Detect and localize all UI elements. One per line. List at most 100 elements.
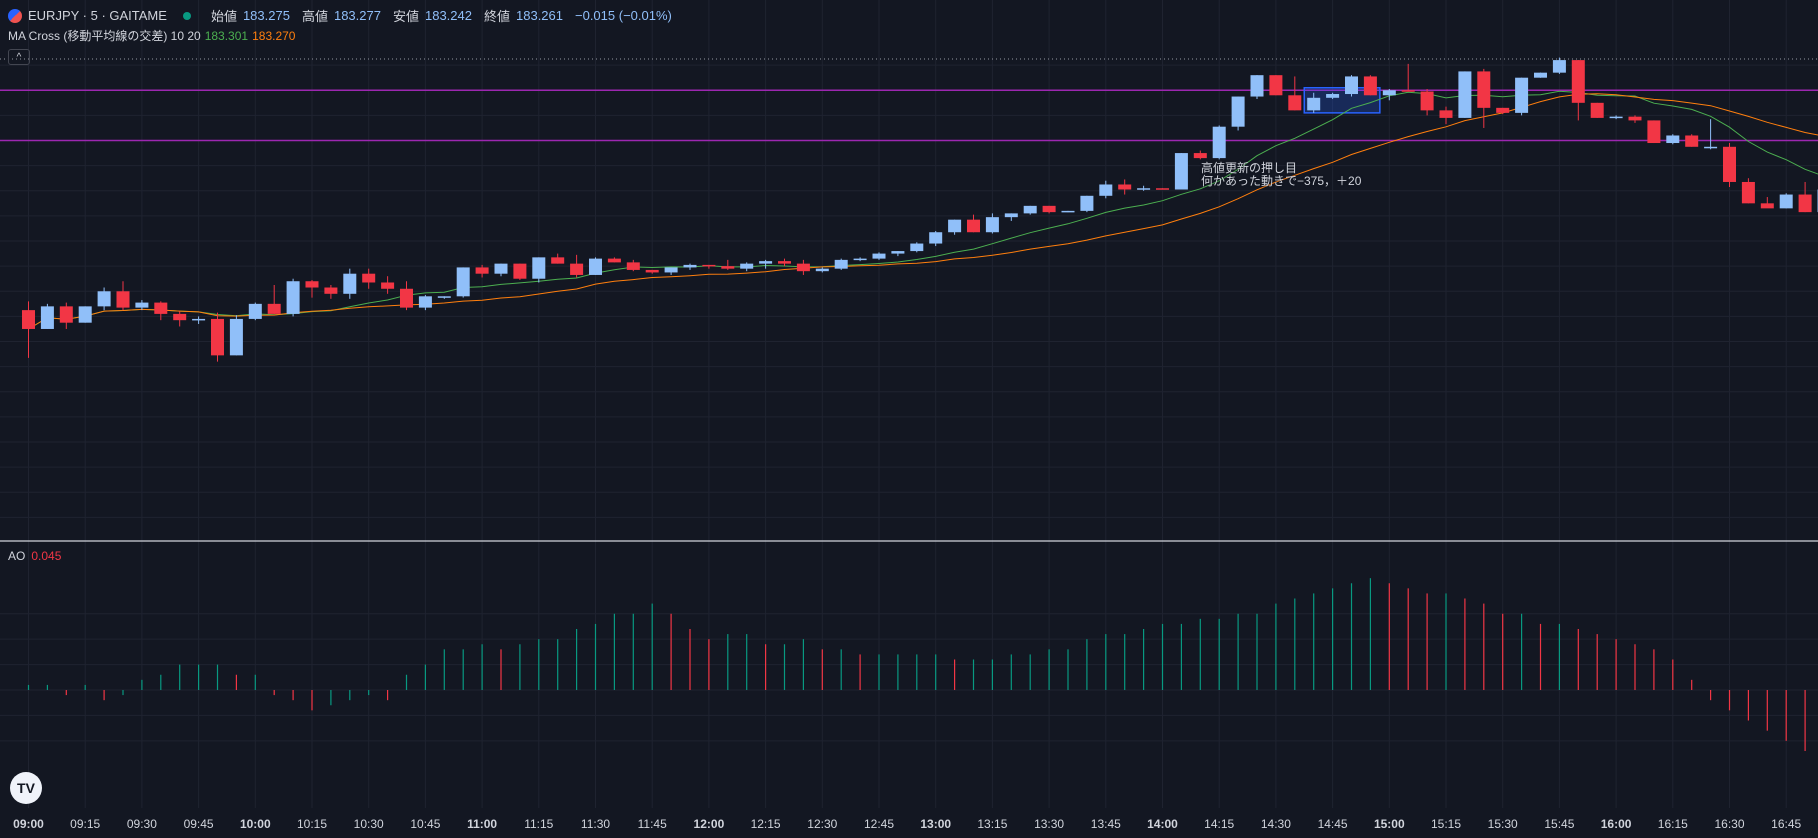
candle-body xyxy=(513,263,527,279)
candle-body xyxy=(985,217,999,233)
candle-body xyxy=(418,296,432,308)
candle-body xyxy=(1552,60,1566,73)
candle-body xyxy=(1685,135,1699,147)
candle-body xyxy=(1496,107,1510,113)
candle-body xyxy=(1760,203,1774,209)
time-axis-label: 15:15 xyxy=(1431,817,1461,831)
symbol-title[interactable]: EURJPY · 5 · GAITAME xyxy=(28,8,167,23)
candle-body xyxy=(1307,97,1321,111)
candle-body xyxy=(1741,181,1755,204)
ao-legend[interactable]: AO 0.045 xyxy=(8,549,61,563)
candle-body xyxy=(929,232,943,244)
ma-fast-value: 183.301 xyxy=(204,29,249,43)
candle-body xyxy=(1345,76,1358,95)
time-axis-label: 15:45 xyxy=(1544,817,1574,831)
candle-body xyxy=(570,263,584,275)
candle-body xyxy=(607,258,621,263)
candle-body xyxy=(778,261,791,264)
candle-body xyxy=(1609,116,1623,119)
time-axis-label: 12:30 xyxy=(807,817,837,831)
candle-body xyxy=(853,258,867,261)
symbol-header: EURJPY · 5 · GAITAME 始値 183.275 高値 183.277… xyxy=(8,6,672,25)
ao-name: AO xyxy=(8,549,26,563)
candle-body xyxy=(702,264,716,267)
candle-body xyxy=(1080,195,1094,211)
time-axis-label: 11:15 xyxy=(524,817,553,831)
time-axis-label: 11:45 xyxy=(638,817,667,831)
time-axis-label: 14:15 xyxy=(1204,817,1234,831)
time-axis-label: 16:30 xyxy=(1714,817,1744,831)
time-axis-label: 13:30 xyxy=(1034,817,1064,831)
time-axis-label: 12:45 xyxy=(864,817,894,831)
candle-body xyxy=(1723,146,1736,182)
candle-body xyxy=(1118,184,1132,190)
time-axis-label: 16:45 xyxy=(1771,817,1801,831)
time-axis-label: 11:00 xyxy=(467,817,497,831)
candle-body xyxy=(967,219,980,233)
candle-body xyxy=(532,257,546,279)
candle-body xyxy=(22,310,35,329)
candle-body xyxy=(97,291,111,307)
candle-body xyxy=(1061,210,1075,213)
time-axis-label: 09:45 xyxy=(184,817,214,831)
candle-body xyxy=(1250,75,1264,97)
candle-body xyxy=(815,268,829,272)
candle-body xyxy=(154,302,168,314)
candle-body xyxy=(1288,95,1302,111)
candle-body xyxy=(116,291,130,308)
change-value: −0.015 (−0.01%) xyxy=(575,8,672,23)
candle-body xyxy=(1477,71,1491,108)
close-label: 終値 xyxy=(483,9,510,24)
time-axis-label: 14:00 xyxy=(1147,817,1178,831)
candle-body xyxy=(1647,120,1661,144)
candle-body xyxy=(1666,135,1680,144)
candle-body xyxy=(891,251,905,254)
candle-body xyxy=(1420,91,1434,111)
candle-body xyxy=(759,261,773,264)
candle-body xyxy=(192,318,206,321)
time-axis-label: 16:15 xyxy=(1658,817,1688,831)
candle-body xyxy=(1628,116,1642,121)
candle-body xyxy=(1571,60,1585,103)
high-label: 高値 xyxy=(301,9,328,24)
time-axis-label: 10:30 xyxy=(354,817,384,831)
low-value: 183.242 xyxy=(424,8,472,23)
candle-body xyxy=(343,273,357,294)
time-axis-label: 10:15 xyxy=(297,817,327,831)
time-axis-label: 14:30 xyxy=(1261,817,1291,831)
ma-slow-value: 183.270 xyxy=(252,29,296,43)
high-value: 183.277 xyxy=(333,8,381,23)
annotation-line-1: 高値更新の押し目 xyxy=(1201,161,1298,175)
time-axis-label: 09:30 xyxy=(127,817,157,831)
candle-body xyxy=(1439,110,1453,118)
time-axis-label: 11:30 xyxy=(581,817,610,831)
candle-body xyxy=(78,306,92,323)
candle-body xyxy=(267,303,281,314)
tradingview-logo-icon[interactable]: TV xyxy=(10,772,42,804)
time-axis-label: 10:45 xyxy=(410,817,440,831)
candle-body xyxy=(1269,75,1283,96)
candle-body xyxy=(1798,194,1812,213)
candle-body xyxy=(1534,72,1547,78)
candle-body xyxy=(59,306,73,323)
ma-cross-legend[interactable]: MA Cross (移動平均線の交差) 10 20 183.301 183.270 xyxy=(8,27,295,44)
candle-body xyxy=(248,303,262,319)
candle-body xyxy=(1458,71,1472,118)
collapse-legend-button[interactable]: ^ xyxy=(8,49,30,65)
candle-body xyxy=(683,264,697,268)
candle-body xyxy=(1326,94,1340,98)
candle-body xyxy=(1363,76,1377,96)
candle-body xyxy=(1231,96,1245,127)
chevron-up-icon: ^ xyxy=(16,52,22,63)
candle-body xyxy=(494,263,508,274)
candle-body xyxy=(721,266,735,269)
candle-body xyxy=(1137,188,1151,190)
candle-body xyxy=(551,257,565,264)
candle-body xyxy=(475,267,489,274)
time-axis-label: 10:00 xyxy=(240,817,271,831)
time-axis-label: 13:15 xyxy=(977,817,1007,831)
candle-body xyxy=(1779,194,1793,209)
chart-annotation[interactable]: 高値更新の押し目 何かあった動きで−375，＋20 xyxy=(1201,162,1361,188)
candle-body xyxy=(1023,205,1037,214)
